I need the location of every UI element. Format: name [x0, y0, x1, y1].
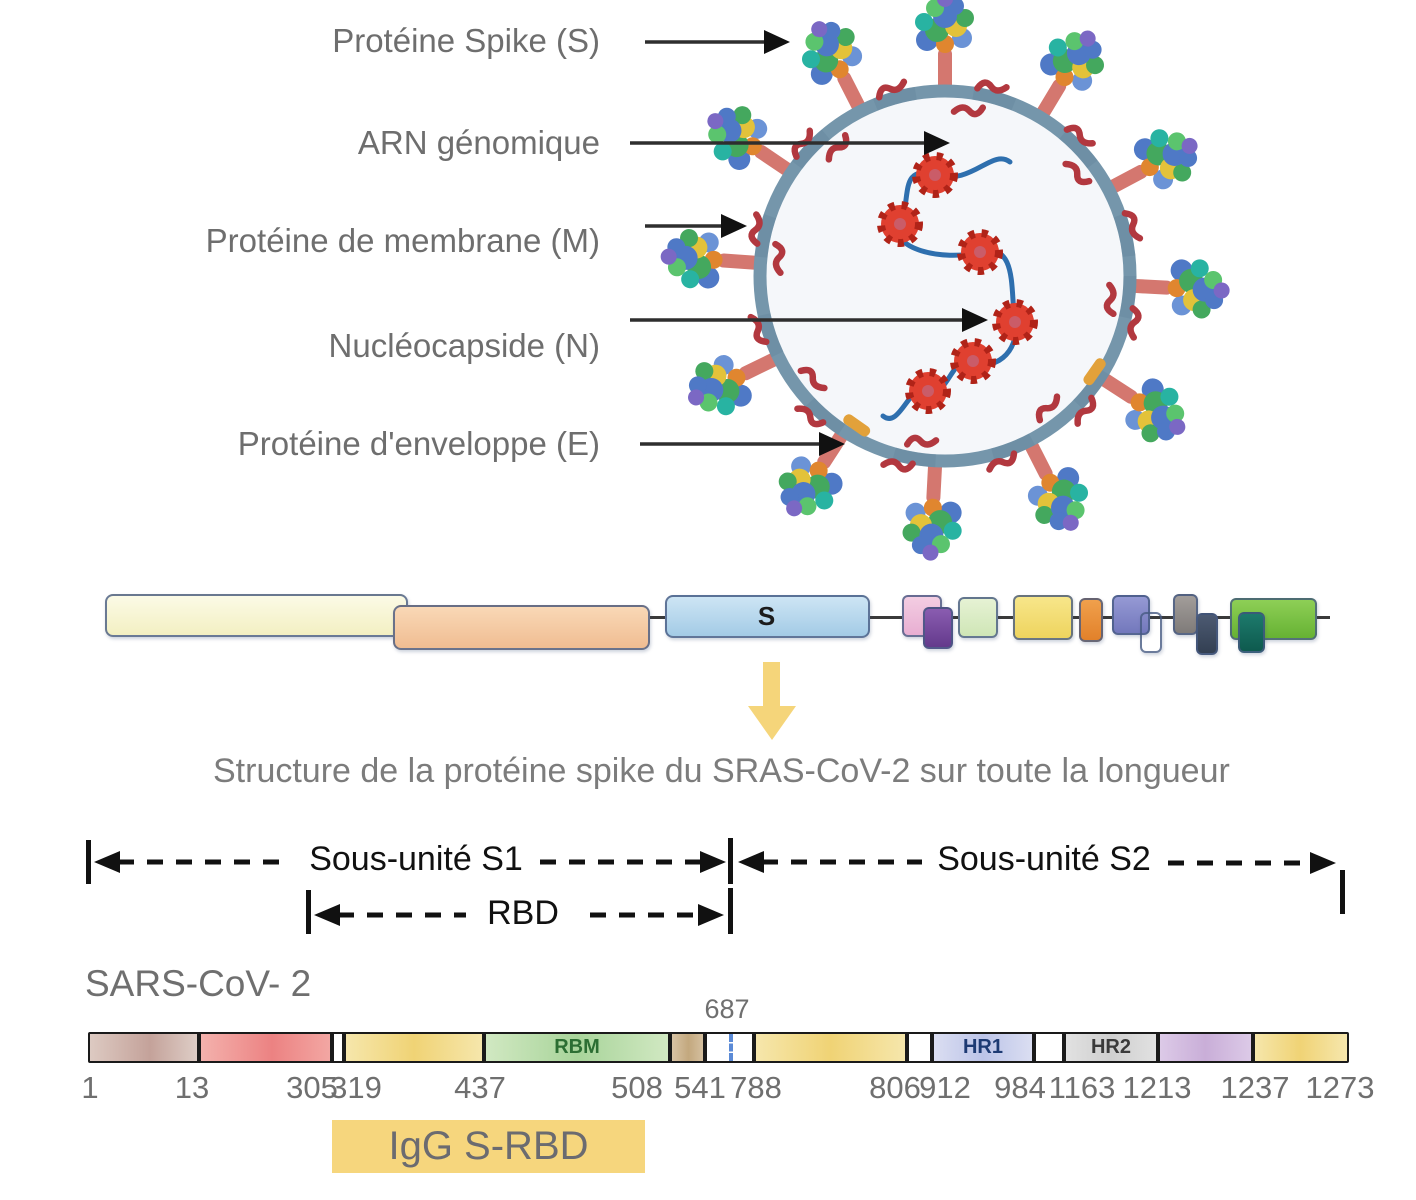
arrowheads	[721, 30, 988, 456]
residue-number: 1273	[1305, 1070, 1375, 1105]
segment-s2-left	[754, 1034, 907, 1061]
segment-tan	[672, 1034, 705, 1061]
residue-number: 305	[286, 1070, 338, 1105]
segment-hr1: HR1	[932, 1034, 1034, 1061]
down-arrow-head	[748, 706, 796, 740]
residue-number: 13	[174, 1070, 210, 1105]
label-genomic-rna: ARN génomique	[357, 124, 600, 161]
hr1-label: HR1	[962, 1036, 1003, 1058]
bar-tick	[1251, 1033, 1255, 1062]
residue-number: 912	[919, 1070, 971, 1105]
residue-number: 437	[454, 1070, 506, 1105]
bar-tick	[342, 1033, 346, 1062]
genome-orf1b-box	[393, 605, 650, 650]
genome-orf7b-box	[1112, 595, 1150, 635]
spike-structure-title: Structure de la protéine spike du SRAS-C…	[213, 752, 1230, 790]
segment-ntd-signal	[90, 1034, 199, 1061]
genome-orf10-box	[1196, 613, 1218, 655]
residue-number: 1213	[1122, 1070, 1192, 1105]
segment-ntd	[199, 1034, 332, 1061]
virion-lumen	[760, 91, 1130, 461]
bar-tick	[482, 1033, 486, 1062]
genome-m-box	[958, 597, 998, 638]
residue-number: 541	[674, 1070, 726, 1105]
rbm-label: RBM	[554, 1036, 600, 1058]
bar-tick	[1032, 1033, 1036, 1062]
bar-tick	[668, 1033, 672, 1062]
virion-illustration	[658, 0, 1232, 563]
label-membrane-protein: Protéine de membrane (M)	[205, 222, 600, 259]
bar-tick	[905, 1033, 909, 1062]
genomic-rna	[881, 156, 1034, 421]
segment-tm	[1158, 1034, 1253, 1061]
bar-tick	[1062, 1033, 1066, 1062]
residue-number: 1163	[1048, 1070, 1116, 1105]
subunit-annotation-arrows	[86, 838, 1345, 934]
down-arrow-shaft	[763, 662, 780, 708]
bar-tick	[330, 1033, 334, 1062]
genome-orf7a-box	[1079, 598, 1103, 642]
bar-tick	[930, 1033, 934, 1062]
bar-tick	[752, 1033, 756, 1062]
genome-orf6-box	[1013, 595, 1073, 640]
viral-membrane	[753, 84, 1137, 468]
cleavage-dashed-line	[729, 1034, 733, 1061]
residue-number: 1	[81, 1070, 99, 1105]
residue-number: 984	[994, 1070, 1046, 1105]
igg-s-rbd-box: IgG S-RBD	[332, 1120, 645, 1173]
bar-tick	[1156, 1033, 1160, 1062]
segment-rbm: RBM	[484, 1034, 670, 1061]
genome-orf1a-box	[105, 594, 408, 637]
subunit-s2-label: Sous-unité S2	[937, 840, 1151, 878]
e-protein-rods	[843, 358, 1106, 437]
bar-tick	[197, 1033, 201, 1062]
segment-hr2: HR2	[1064, 1034, 1158, 1061]
genome-spike-box: S	[665, 595, 870, 638]
segment-rbd-left	[344, 1034, 484, 1061]
spike-domain-bar: RBM HR1 HR2	[88, 1032, 1349, 1063]
residue-number: 806	[869, 1070, 921, 1105]
cleavage-site-687: 687	[704, 994, 750, 1024]
genome-e-box	[923, 607, 953, 649]
genome-spike-label: S	[757, 601, 778, 631]
residue-number: 508	[611, 1070, 663, 1105]
genome-orf9-box	[1173, 594, 1198, 635]
residue-number: 788	[730, 1070, 782, 1105]
segment-ct	[1253, 1034, 1347, 1061]
genome-orf-teal-box	[1238, 612, 1265, 653]
subunit-s1-label: Sous-unité S1	[309, 840, 523, 878]
label-envelope-protein: Protéine d'enveloppe (E)	[237, 425, 600, 462]
label-nucleocapsid: Nucléocapside (N)	[328, 327, 600, 364]
membrane-shading	[753, 84, 1137, 468]
bar-tick	[703, 1033, 707, 1062]
igg-s-rbd-label: IgG S-RBD	[388, 1124, 589, 1168]
rbd-label: RBD	[487, 894, 559, 932]
residue-number: 319	[330, 1070, 382, 1105]
label-arrows	[630, 30, 988, 456]
residue-number: 1237	[1220, 1070, 1290, 1105]
hr2-label: HR2	[1090, 1036, 1131, 1058]
label-spike-protein: Protéine Spike (S)	[332, 22, 600, 59]
genome-orf8-box	[1140, 612, 1162, 653]
strain-label: SARS-CoV- 2	[85, 963, 312, 1004]
